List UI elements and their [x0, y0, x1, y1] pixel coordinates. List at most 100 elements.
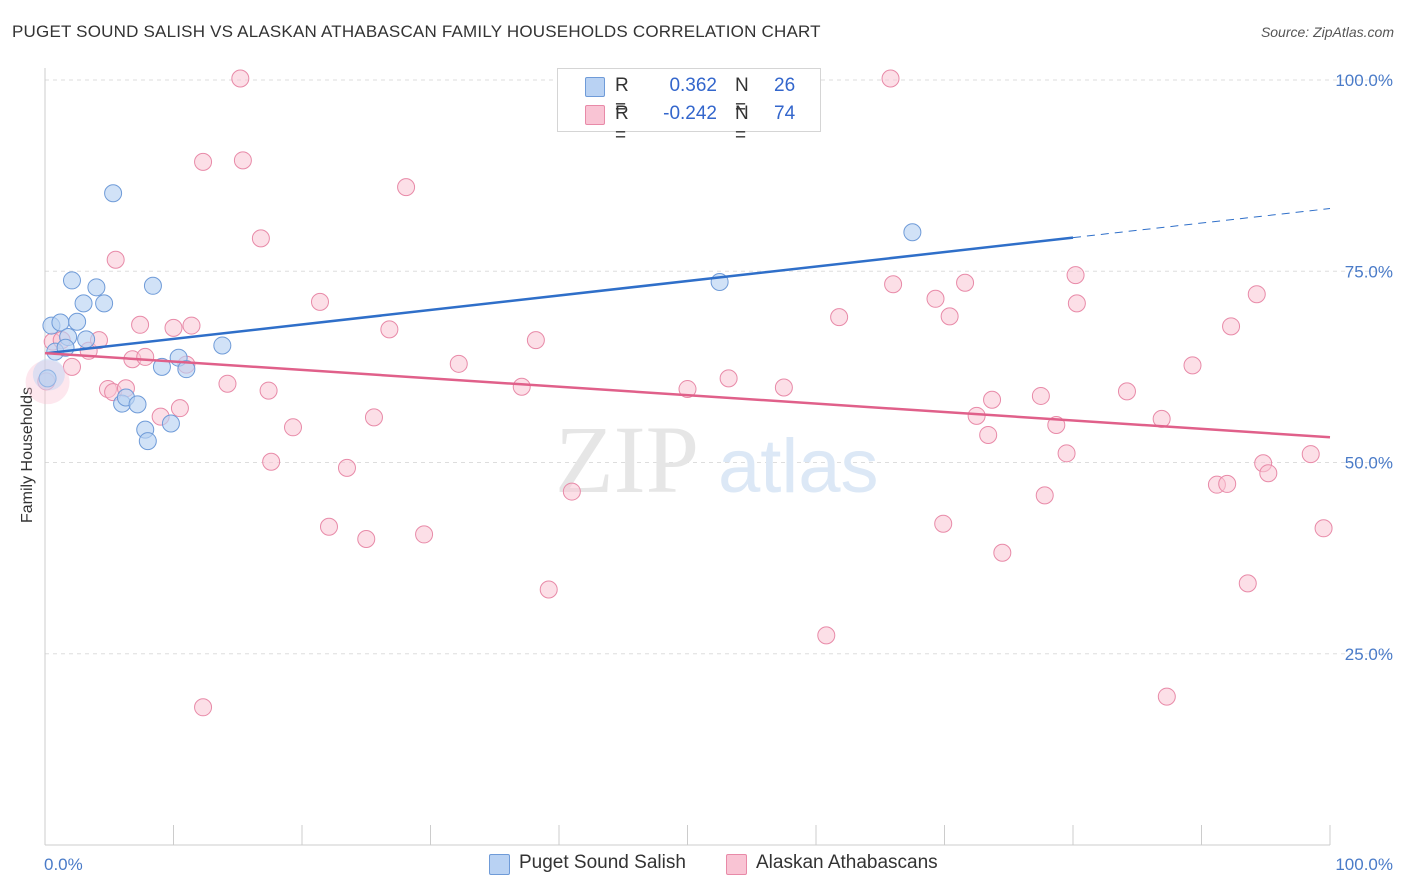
- trend-line-alaskan: [44, 351, 1331, 439]
- data-point-alaskan: [1035, 486, 1054, 505]
- data-point-alaskan: [1218, 474, 1237, 493]
- r-label: R =: [615, 103, 629, 146]
- data-point-alaskan: [1057, 444, 1076, 463]
- data-point-alaskan: [1067, 294, 1086, 313]
- trend-lines: [44, 208, 1331, 439]
- data-point-alaskan: [993, 543, 1012, 562]
- source-credit: Source: ZipAtlas.com: [1260, 24, 1394, 40]
- data-point-alaskan: [1031, 386, 1050, 405]
- n-label: N =: [735, 75, 749, 118]
- data-point-alaskan: [512, 377, 531, 396]
- data-point-alaskan: [1247, 285, 1266, 304]
- n-label: N =: [735, 103, 749, 146]
- r-value: -0.242: [663, 103, 717, 124]
- data-point-alaskan: [539, 580, 558, 599]
- data-point-alaskan: [251, 229, 270, 248]
- data-point-alaskan: [1222, 317, 1241, 336]
- data-point-alaskan: [1157, 687, 1176, 706]
- series-alaskan-athabascans: [25, 69, 1333, 717]
- data-point-puget: [62, 271, 81, 290]
- data-point-alaskan: [678, 380, 697, 399]
- data-point-alaskan: [449, 354, 468, 373]
- data-point-puget: [152, 357, 171, 376]
- trend-line-puget: [47, 236, 1074, 355]
- data-point-puget-cluster: [32, 358, 65, 391]
- data-point-alaskan: [262, 452, 281, 471]
- watermark-atlas: atlas: [718, 424, 879, 509]
- data-point-alaskan: [397, 178, 416, 197]
- data-point-puget: [143, 276, 162, 295]
- data-point-alaskan: [926, 289, 945, 308]
- data-point-alaskan: [526, 331, 545, 350]
- data-point-alaskan: [319, 517, 338, 536]
- data-point-puget: [77, 330, 96, 349]
- data-point-alaskan: [194, 152, 213, 171]
- r-value: 0.362: [669, 75, 717, 96]
- axes: [44, 68, 1331, 846]
- data-point-alaskan: [1259, 464, 1278, 483]
- data-point-puget: [138, 432, 157, 451]
- data-point-alaskan: [956, 273, 975, 292]
- data-point-alaskan: [940, 307, 959, 326]
- data-point-alaskan: [1183, 356, 1202, 375]
- chart-legend: Puget Sound Salish Alaskan Athabascans: [0, 851, 1406, 877]
- data-point-puget: [177, 360, 196, 379]
- y-tick-label: 50.0%: [1345, 454, 1393, 473]
- trend-line-puget-extension: [1072, 208, 1331, 239]
- data-point-puget: [38, 369, 57, 388]
- y-tick-label: 75.0%: [1345, 262, 1393, 281]
- legend-swatch-pink: [726, 854, 747, 875]
- data-point-alaskan: [1238, 574, 1257, 593]
- data-point-puget: [68, 312, 87, 331]
- data-point-alaskan: [62, 357, 81, 376]
- data-point-alaskan: [1314, 519, 1333, 538]
- n-value: 74: [774, 103, 796, 124]
- data-point-puget: [104, 184, 123, 203]
- chart-title: PUGET SOUND SALISH VS ALASKAN ATHABASCAN…: [12, 22, 821, 41]
- data-point-puget: [213, 336, 232, 355]
- data-point-alaskan: [106, 250, 125, 269]
- data-point-alaskan: [231, 69, 250, 88]
- data-point-puget: [87, 278, 106, 297]
- data-point-puget: [161, 414, 180, 433]
- blue-swatch: [585, 77, 605, 97]
- data-point-alaskan: [164, 318, 183, 337]
- data-point-alaskan: [719, 369, 738, 388]
- data-point-alaskan: [881, 69, 900, 88]
- correlation-stats-box: R = 0.362 N = 26 R = -0.242 N = 74: [557, 68, 821, 146]
- data-point-puget: [74, 294, 93, 313]
- data-point-alaskan: [357, 530, 376, 548]
- data-point-alaskan: [967, 406, 986, 425]
- data-point-alaskan: [136, 347, 155, 366]
- data-point-alaskan: [182, 316, 201, 335]
- data-point-puget: [128, 395, 147, 414]
- data-point-alaskan: [337, 458, 356, 477]
- data-point-alaskan: [934, 514, 953, 533]
- series-puget-sound-salish: [32, 184, 922, 451]
- data-point-alaskan: [259, 381, 278, 400]
- x-tick-label: 0.0%: [44, 855, 83, 874]
- data-point-alaskan: [983, 390, 1002, 409]
- data-point-alaskan: [310, 292, 329, 311]
- data-point-alaskan: [380, 320, 399, 339]
- y-tick-labels: 25.0% 50.0% 75.0% 100.0%: [1335, 71, 1393, 664]
- data-point-alaskan: [1301, 445, 1320, 464]
- data-point-alaskan: [774, 378, 793, 397]
- data-point-alaskan: [284, 418, 303, 437]
- data-point-alaskan: [233, 151, 252, 170]
- y-tick-label: 100.0%: [1335, 71, 1393, 90]
- data-point-alaskan: [884, 275, 903, 294]
- legend-label: Alaskan Athabascans: [756, 852, 938, 873]
- r-label: R =: [615, 75, 629, 118]
- data-point-alaskan: [1117, 382, 1136, 401]
- data-point-alaskan: [1066, 266, 1085, 285]
- n-value: 26: [774, 75, 796, 96]
- x-tick-label: 100.0%: [1335, 855, 1393, 874]
- data-point-alaskan: [218, 374, 237, 393]
- pink-swatch: [585, 105, 605, 125]
- data-point-alaskan: [170, 399, 189, 418]
- legend-swatch-blue: [489, 854, 510, 875]
- data-point-alaskan: [415, 525, 434, 544]
- data-point-alaskan: [364, 408, 383, 427]
